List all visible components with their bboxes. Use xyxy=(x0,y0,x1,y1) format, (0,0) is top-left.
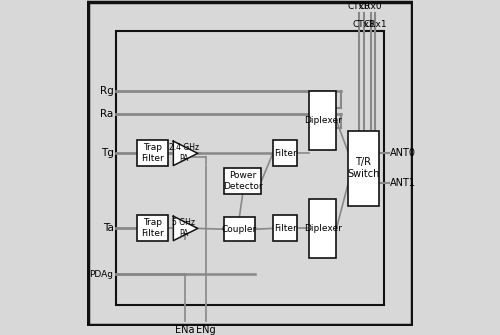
Bar xyxy=(138,140,168,166)
Bar xyxy=(224,168,262,194)
Bar xyxy=(348,131,379,206)
Text: CTx1: CTx1 xyxy=(352,20,375,29)
Text: 2.4 GHz
PA: 2.4 GHz PA xyxy=(168,143,198,163)
Text: CTx0: CTx0 xyxy=(348,2,370,11)
Text: CRx0: CRx0 xyxy=(359,2,382,11)
Text: Filter: Filter xyxy=(274,149,296,158)
Text: Diplexer: Diplexer xyxy=(304,224,342,233)
Text: Tg: Tg xyxy=(100,148,114,158)
Text: Ta: Ta xyxy=(102,223,114,233)
Text: ENg: ENg xyxy=(196,325,216,335)
Text: Ra: Ra xyxy=(100,109,114,119)
Bar xyxy=(116,31,384,305)
Text: ENa: ENa xyxy=(175,325,195,335)
Text: 5 GHz
PA: 5 GHz PA xyxy=(172,218,195,239)
Polygon shape xyxy=(174,141,198,165)
Bar xyxy=(273,140,297,166)
Bar xyxy=(308,91,336,150)
Text: Filter: Filter xyxy=(274,224,296,233)
Text: ANT0: ANT0 xyxy=(390,148,415,158)
Bar xyxy=(273,215,297,242)
Bar xyxy=(224,217,255,242)
Polygon shape xyxy=(174,216,198,241)
Text: CRx1: CRx1 xyxy=(363,20,387,29)
Text: Coupler: Coupler xyxy=(222,225,257,234)
Text: Trap
Filter: Trap Filter xyxy=(142,218,165,239)
Text: T/R
Switch: T/R Switch xyxy=(347,157,380,179)
Text: Diplexer: Diplexer xyxy=(304,116,342,125)
Text: PDAg: PDAg xyxy=(90,270,114,279)
Text: Power
Detector: Power Detector xyxy=(223,171,262,191)
Bar xyxy=(308,199,336,258)
Text: ANT1: ANT1 xyxy=(390,178,415,188)
Text: Trap
Filter: Trap Filter xyxy=(142,143,165,163)
Bar xyxy=(138,215,168,242)
Text: Rg: Rg xyxy=(100,86,114,96)
